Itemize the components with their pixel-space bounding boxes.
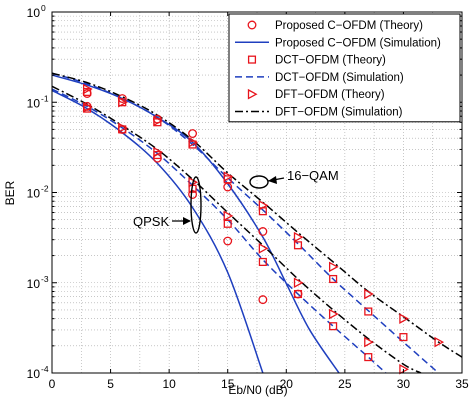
series-4-point (82, 83, 93, 95)
series-4-point (434, 336, 445, 348)
series-0-point (223, 236, 233, 246)
series-4-point (118, 96, 128, 108)
series-4-point (364, 288, 374, 300)
x-tick-label: 35 (455, 377, 469, 391)
legend: Proposed C−OFDM (Theory) Proposed C−OFDM … (228, 13, 461, 123)
ellipse-qpsk (190, 176, 202, 234)
annotation-qpsk: QPSK (133, 214, 169, 229)
series-2-point (258, 257, 267, 267)
legend-entry-0: Proposed C−OFDM (Theory) (275, 20, 423, 32)
series-0-point (258, 227, 268, 236)
y-tick-label: 10 (27, 367, 41, 381)
series-2-point (329, 322, 338, 331)
x-tick-label: 0 (49, 377, 56, 391)
x-tick-label: 5 (107, 377, 114, 391)
series-3-line-0 (51, 88, 387, 374)
series-4-point (118, 122, 128, 134)
x-tick-label: 15 (221, 377, 235, 391)
series-4-point (258, 243, 269, 254)
series-5-line-0 (51, 85, 422, 374)
series-2-point (293, 289, 303, 299)
arrow-qpsk-head (183, 217, 191, 225)
series-1-line-0 (51, 89, 264, 374)
y-tick-exponent: -2 (41, 184, 49, 194)
series-4-point (223, 210, 234, 222)
series-4-point (82, 101, 93, 113)
series-4-point (188, 136, 199, 148)
y-axis-label: BER (3, 180, 17, 205)
series-4-point (399, 313, 409, 324)
annotations-layer: 16−QAM QPSK (133, 168, 339, 234)
x-tick-label: 20 (280, 377, 294, 391)
series-2-point (293, 241, 303, 250)
y-tick-label: 10 (27, 6, 41, 20)
legend-marker-sample (247, 55, 257, 64)
series-2-point (364, 307, 373, 316)
series-4-point (258, 200, 269, 211)
series-4-point (328, 308, 339, 320)
y-tick-exponent: 0 (41, 3, 46, 13)
series-4-point (223, 171, 234, 182)
legend-entry-1: Proposed C−OFDM (Simulation) (275, 37, 441, 49)
legend-entry-5: DFT−OFDM (Simulation) (275, 107, 403, 119)
plot-frame (51, 11, 463, 374)
series-3-line-1 (51, 72, 440, 374)
x-tick-label: 30 (397, 377, 411, 391)
legend-marker-sample (247, 88, 258, 100)
arrow-16qam-head (268, 176, 277, 184)
legend-entry-2: DCT−OFDM (Theory) (275, 55, 386, 67)
y-tick-label: 10 (27, 96, 41, 110)
legend-box (228, 13, 461, 123)
x-axis-label: Eb/N0 (dB) (228, 383, 287, 397)
y-tick-exponent: -3 (41, 274, 49, 284)
series-2-point (223, 219, 232, 228)
series-4-point (293, 277, 304, 289)
x-tick-label: 10 (162, 377, 176, 391)
y-tick-exponent: -1 (41, 93, 49, 103)
series-4-point (153, 115, 163, 127)
curves-layer (51, 72, 463, 374)
series-4-point (153, 146, 163, 158)
series-0-point (188, 190, 198, 199)
legend-marker-sample (247, 20, 257, 30)
series-4-point (328, 261, 339, 273)
series-0-point (258, 295, 268, 305)
x-tick-label: 25 (338, 377, 352, 391)
series-4-point (364, 336, 374, 348)
series-4-point (293, 231, 304, 243)
y-tick-label: 10 (27, 277, 41, 291)
y-tick-label: 10 (27, 187, 41, 201)
legend-entry-4: DFT−OFDM (Theory) (275, 89, 385, 101)
series-2-point (329, 274, 338, 284)
series-0-point (188, 129, 198, 138)
ellipse-16qam (249, 175, 269, 189)
series-2-point (399, 333, 408, 342)
legend-entry-3: DCT−OFDM (Simulation) (275, 72, 404, 84)
series-2-point (364, 353, 373, 362)
y-tick-exponent: -4 (41, 364, 49, 374)
annotation-16qam: 16−QAM (287, 168, 339, 183)
